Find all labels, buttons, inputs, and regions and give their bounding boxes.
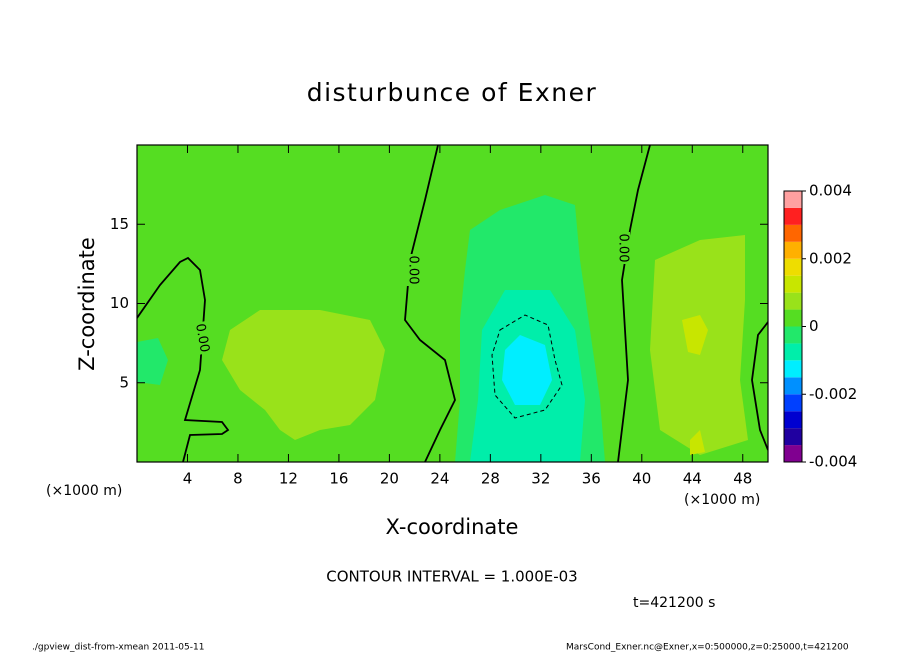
contour-interval: CONTOUR INTERVAL = 1.000E-03 bbox=[326, 568, 577, 586]
colorbar-segment bbox=[784, 326, 802, 344]
colorbar-segment bbox=[784, 224, 802, 242]
colorbar-segment bbox=[784, 377, 802, 395]
colorbar-segment bbox=[784, 275, 802, 293]
contour-region bbox=[137, 338, 168, 385]
x-tick-label: 44 bbox=[683, 470, 702, 488]
x-unit: (×1000 m) bbox=[46, 483, 122, 499]
colorbar-segment bbox=[784, 411, 802, 429]
contour-region bbox=[222, 310, 385, 440]
colorbar-tick-label: 0.002 bbox=[809, 249, 852, 267]
colorbar-segment bbox=[784, 309, 802, 327]
colorbar-segment bbox=[784, 394, 802, 412]
x-tick-label: 24 bbox=[430, 470, 449, 488]
contour-line bbox=[491, 314, 563, 419]
plot-area: 0.00 0.00 0.00 bbox=[137, 145, 768, 462]
x-tick-label: 40 bbox=[632, 470, 651, 488]
colorbar-tick-label: 0.004 bbox=[809, 182, 852, 200]
contour-label: 0.00 bbox=[616, 234, 631, 263]
contour-line bbox=[137, 256, 230, 462]
colorbar-segment bbox=[784, 191, 802, 208]
contour-line bbox=[751, 321, 768, 451]
colorbar-segment bbox=[784, 207, 802, 225]
colorbar-segment bbox=[784, 258, 802, 276]
colorbar-tick-label: 0 bbox=[809, 317, 819, 335]
x-tick-label: 48 bbox=[733, 470, 752, 488]
y-axis-label: Z-coordinate bbox=[75, 237, 99, 371]
x-tick-label: 12 bbox=[279, 470, 298, 488]
contour-region bbox=[690, 430, 705, 455]
footer-left: ./gpview_dist-from-xmean 2011-05-11 bbox=[32, 643, 204, 653]
x-tick-label: 32 bbox=[531, 470, 550, 488]
colorbar-segment bbox=[784, 360, 802, 378]
contour-line bbox=[617, 145, 651, 462]
x-tick-label: 4 bbox=[183, 470, 193, 488]
x-tick-label: 20 bbox=[380, 470, 399, 488]
x-tick-label: 28 bbox=[481, 470, 500, 488]
x-tick-label: 8 bbox=[233, 470, 243, 488]
colorbar-segment bbox=[784, 445, 802, 462]
x-tick-label: 36 bbox=[582, 470, 601, 488]
contour-label-bg bbox=[616, 232, 630, 264]
contour-line bbox=[404, 145, 456, 462]
contour-label: 0.00 bbox=[406, 256, 421, 285]
y-tick-label: 10 bbox=[110, 294, 129, 312]
time-label: t=421200 s bbox=[633, 595, 715, 611]
contour-label-bg bbox=[192, 321, 212, 355]
y-tick-label: 5 bbox=[119, 373, 129, 391]
y-tick-label: 15 bbox=[110, 215, 129, 233]
footer-right: MarsCond_Exner.nc@Exner,x=0:500000,z=0:2… bbox=[566, 643, 849, 653]
colorbar-segment bbox=[784, 428, 802, 446]
colorbar-segment bbox=[784, 343, 802, 361]
colorbar-tick-label: -0.004 bbox=[809, 453, 857, 471]
chart-title: disturbunce of Exner bbox=[307, 78, 598, 107]
x-axis-label: X-coordinate bbox=[386, 515, 519, 539]
contour-label-bg bbox=[406, 254, 420, 286]
contour-region bbox=[682, 315, 708, 355]
x-tick-label: 16 bbox=[329, 470, 348, 488]
x-unit: (×1000 m) bbox=[684, 492, 760, 508]
colorbar-segment bbox=[784, 292, 802, 310]
colorbar-segment bbox=[784, 241, 802, 259]
contour-label: 0.00 bbox=[192, 322, 212, 353]
contour-region bbox=[502, 335, 552, 405]
colorbar-tick-label: -0.002 bbox=[809, 385, 857, 403]
